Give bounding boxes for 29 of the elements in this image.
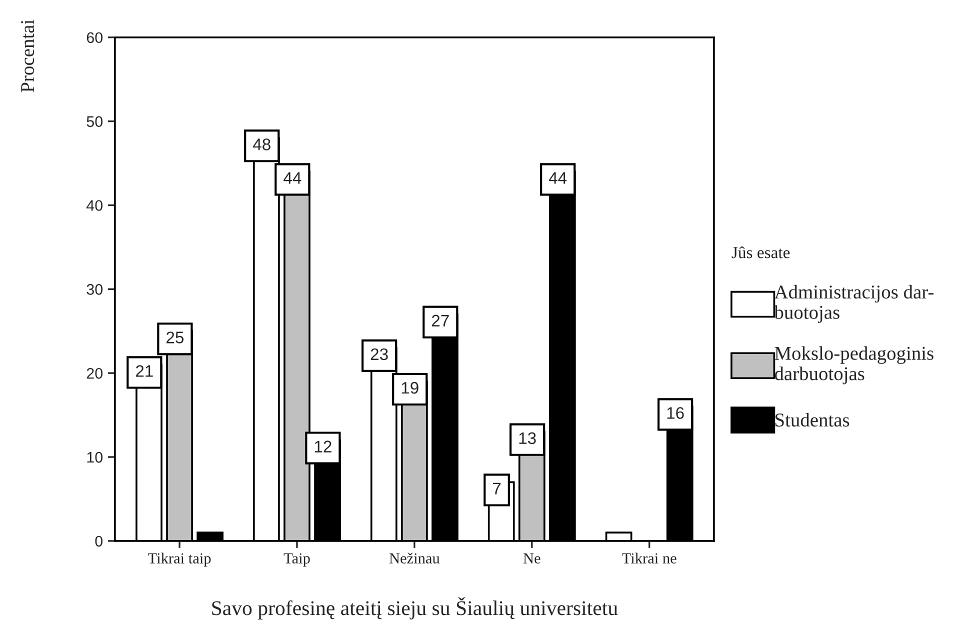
data-label: 16 [667, 407, 684, 419]
legend-label: Studentas [776, 412, 850, 427]
x-tick-label: Tikrai ne [622, 552, 676, 564]
legend-title: Jûs esate [732, 246, 790, 258]
data-label: 25 [166, 332, 184, 344]
x-tick-label: Ne [523, 553, 540, 564]
y-tick-label: 10 [87, 452, 103, 463]
data-label: 13 [519, 432, 536, 444]
data-label: 21 [136, 365, 153, 377]
legend-label: Administracijos dar- buotojas [774, 284, 934, 323]
y-tick-label: 60 [86, 32, 103, 44]
x-tick-label: Taip [284, 553, 310, 567]
data-label: 44 [548, 172, 567, 184]
data-label: 23 [370, 348, 388, 360]
data-label: 7 [492, 482, 501, 494]
data-label: 48 [252, 138, 270, 150]
data-label: 12 [314, 440, 332, 452]
y-tick-label: 50 [86, 116, 103, 127]
data-label: 27 [432, 314, 449, 326]
x-axis-title: Savo profesinę ateitį sieju su Šiaulių universitetu [212, 597, 618, 620]
x-tick-label: Tikrai taip [148, 552, 211, 567]
y-tick-label: 0 [95, 536, 103, 547]
y-tick-label: 30 [86, 284, 103, 295]
y-tick-label: 40 [86, 200, 103, 211]
y-tick-label: 20 [86, 368, 103, 379]
data-label: 19 [402, 382, 418, 394]
y-axis-title: Procentai [21, 20, 34, 92]
x-tick-label: Nežinau [389, 552, 440, 564]
data-label: 44 [284, 172, 302, 184]
